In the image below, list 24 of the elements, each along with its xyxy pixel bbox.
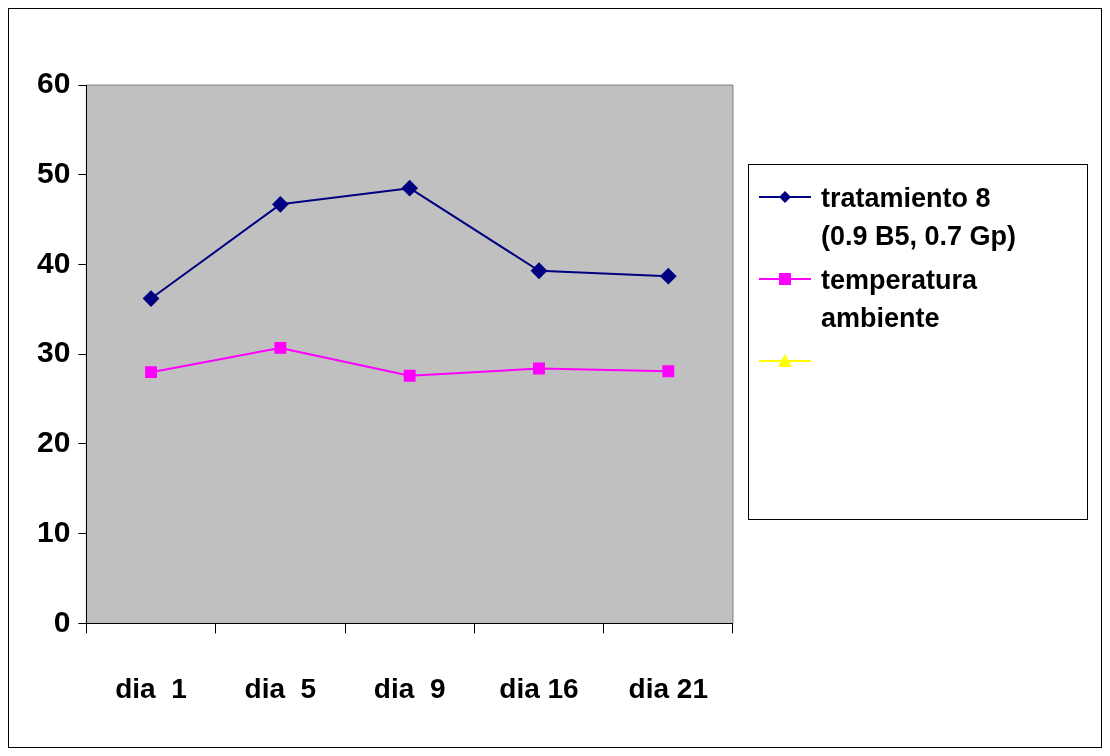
point <box>660 268 677 285</box>
point <box>403 369 416 382</box>
point <box>530 262 547 279</box>
point <box>143 290 160 307</box>
y-tick-label: 20 <box>36 425 71 459</box>
y-tick-label: 30 <box>36 335 71 369</box>
point <box>662 365 675 378</box>
y-tick-label: 40 <box>36 245 71 279</box>
point <box>145 366 157 379</box>
y-tick-label: 50 <box>36 156 71 189</box>
point <box>274 341 287 354</box>
legend-label: tratamiento 8 (0.9 B5, 0.7 Gp) <box>821 182 1018 253</box>
point <box>401 180 418 197</box>
x-tick-label: dia 16 <box>499 672 579 704</box>
y-tick-label: 60 <box>36 66 71 100</box>
legend-label: temperatura ambiente <box>821 264 979 335</box>
point <box>533 362 545 375</box>
x-tick-label: dia 5 <box>244 672 317 704</box>
y-tick-label: 10 <box>36 514 71 548</box>
y-tick-label: 0 <box>53 604 71 638</box>
x-tick-label: dia 1 <box>115 672 187 704</box>
x-tick-label: dia 9 <box>373 672 446 704</box>
x-tick-label: dia 21 <box>628 672 709 704</box>
point <box>272 196 289 213</box>
